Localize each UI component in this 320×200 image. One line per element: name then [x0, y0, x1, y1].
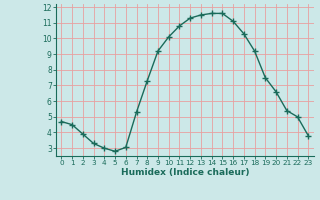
X-axis label: Humidex (Indice chaleur): Humidex (Indice chaleur)	[121, 168, 249, 177]
